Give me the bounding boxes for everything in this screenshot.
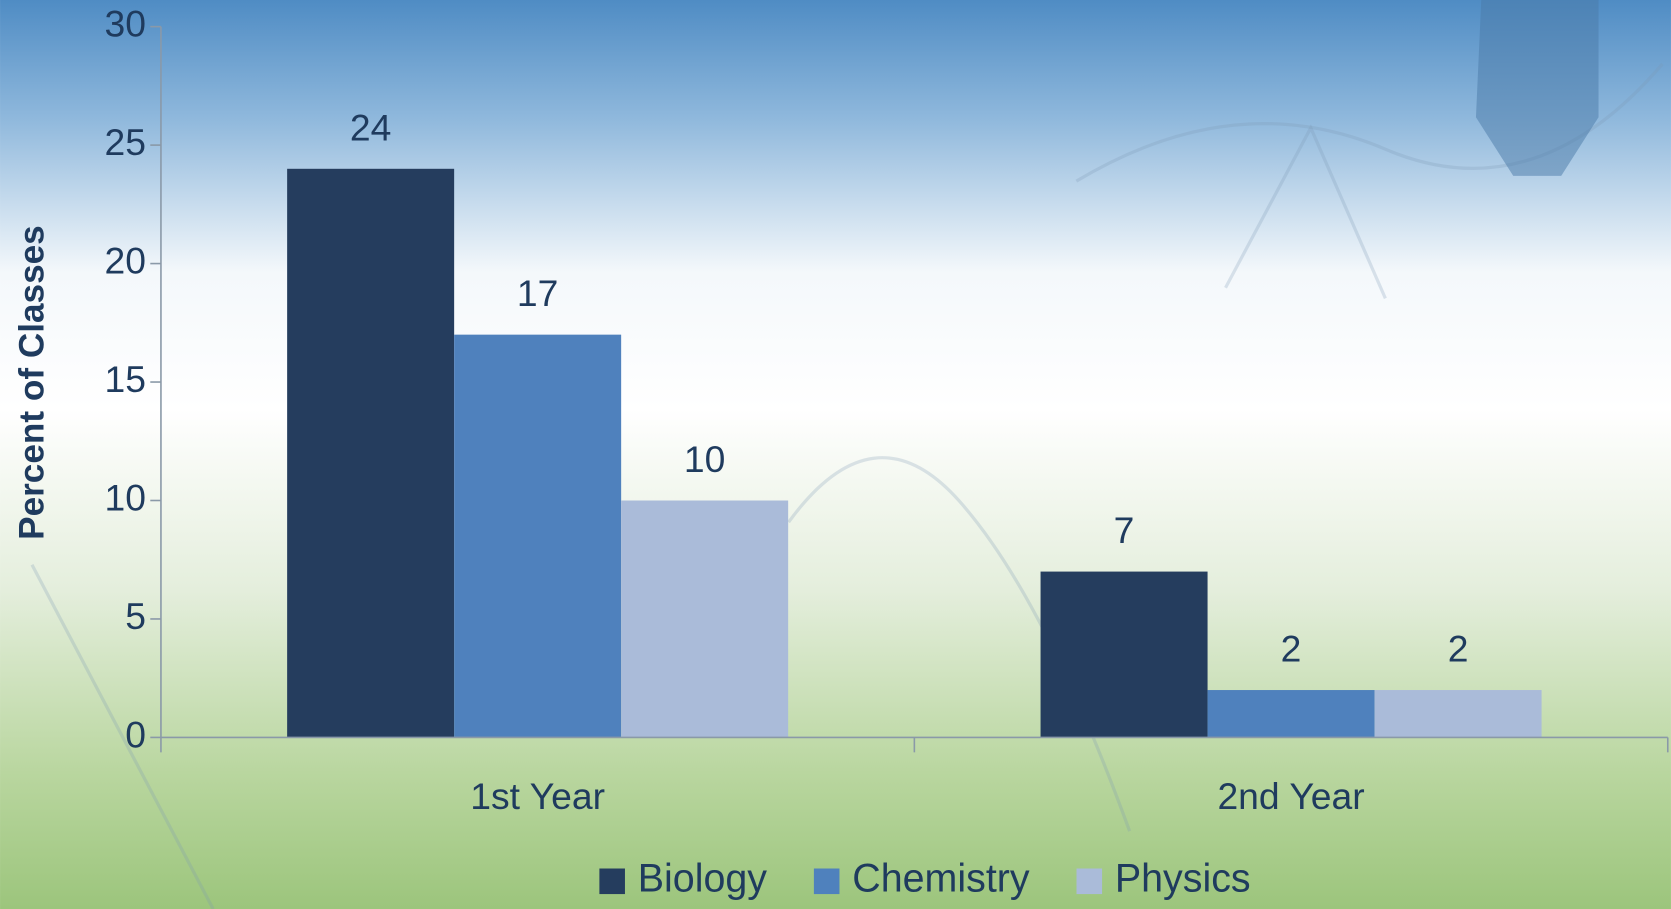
y-tick-label: 0 xyxy=(125,713,146,755)
bar xyxy=(1040,571,1208,738)
bar xyxy=(621,500,789,738)
bar xyxy=(1207,690,1375,738)
value-label: 2 xyxy=(1448,628,1469,670)
value-label: 2 xyxy=(1281,628,1302,670)
y-tick-label: 10 xyxy=(105,476,146,518)
legend-swatch xyxy=(1076,868,1103,895)
y-tick-label: 5 xyxy=(125,595,146,637)
legend-label: Physics xyxy=(1115,857,1251,901)
x-tick-label: 1st Year xyxy=(470,775,605,817)
y-tick-label: 20 xyxy=(105,239,146,281)
bar xyxy=(287,168,455,738)
legend-swatch xyxy=(599,868,625,895)
y-tick-label: 30 xyxy=(105,2,146,44)
value-label: 10 xyxy=(684,438,725,480)
x-tick-label: 2nd Year xyxy=(1217,775,1364,817)
legend-label: Biology xyxy=(638,857,768,901)
value-label: 7 xyxy=(1114,509,1135,551)
background-decoration xyxy=(1475,0,1599,176)
value-label: 17 xyxy=(517,272,558,314)
bar xyxy=(1374,690,1542,738)
y-tick-label: 25 xyxy=(105,121,146,163)
y-axis-title: Percent of Classes xyxy=(12,225,51,540)
legend-label: Chemistry xyxy=(852,857,1030,901)
bar xyxy=(454,334,622,738)
value-label: 24 xyxy=(350,106,391,148)
legend-swatch xyxy=(813,868,840,895)
y-tick-label: 15 xyxy=(105,358,146,400)
